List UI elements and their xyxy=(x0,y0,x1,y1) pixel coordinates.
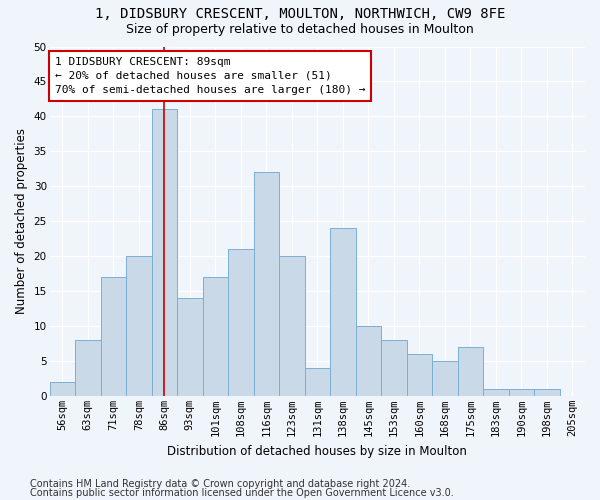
Text: Contains public sector information licensed under the Open Government Licence v3: Contains public sector information licen… xyxy=(30,488,454,498)
Text: 1, DIDSBURY CRESCENT, MOULTON, NORTHWICH, CW9 8FE: 1, DIDSBURY CRESCENT, MOULTON, NORTHWICH… xyxy=(95,8,505,22)
Text: Contains HM Land Registry data © Crown copyright and database right 2024.: Contains HM Land Registry data © Crown c… xyxy=(30,479,410,489)
Bar xyxy=(101,277,126,396)
Y-axis label: Number of detached properties: Number of detached properties xyxy=(15,128,28,314)
Text: 1 DIDSBURY CRESCENT: 89sqm
← 20% of detached houses are smaller (51)
70% of semi: 1 DIDSBURY CRESCENT: 89sqm ← 20% of deta… xyxy=(55,57,365,95)
Bar xyxy=(356,326,381,396)
Bar xyxy=(483,389,509,396)
Bar xyxy=(381,340,407,396)
Bar xyxy=(509,389,534,396)
Bar xyxy=(177,298,203,396)
Bar xyxy=(330,228,356,396)
Bar xyxy=(407,354,432,396)
Text: Size of property relative to detached houses in Moulton: Size of property relative to detached ho… xyxy=(126,22,474,36)
Bar xyxy=(458,347,483,396)
Bar xyxy=(75,340,101,396)
Bar xyxy=(305,368,330,396)
Bar xyxy=(152,110,177,396)
X-axis label: Distribution of detached houses by size in Moulton: Distribution of detached houses by size … xyxy=(167,444,467,458)
Bar xyxy=(279,256,305,396)
Bar xyxy=(228,249,254,396)
Bar xyxy=(203,277,228,396)
Bar xyxy=(432,361,458,396)
Bar xyxy=(126,256,152,396)
Bar xyxy=(254,172,279,396)
Bar xyxy=(534,389,560,396)
Bar xyxy=(50,382,75,396)
